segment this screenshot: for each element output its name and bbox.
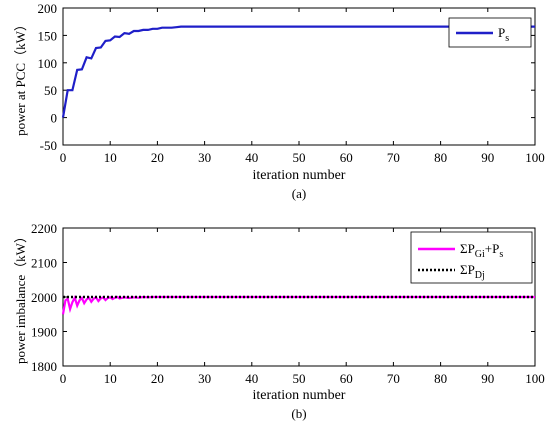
y-tick-label: -50 bbox=[40, 138, 57, 153]
y-tick-labels-b: 1800 1900 2000 2100 2200 bbox=[31, 221, 57, 374]
panel-label-b: (b) bbox=[291, 406, 306, 421]
x-tick-label: 80 bbox=[434, 150, 447, 165]
x-tick-label: 30 bbox=[198, 150, 211, 165]
x-tick-label: 70 bbox=[387, 371, 400, 386]
x-tick-label: 0 bbox=[60, 150, 67, 165]
legend-label-ps: Ps bbox=[498, 25, 509, 44]
y-tick-label: 0 bbox=[51, 111, 58, 126]
y-tick-label: 50 bbox=[44, 83, 57, 98]
series-layer-a bbox=[61, 25, 535, 118]
x-axis-label-b: iteration number bbox=[253, 388, 346, 403]
y-axis-label-a: power at PCC（kW） bbox=[13, 18, 28, 136]
x-tick-label: 60 bbox=[340, 150, 353, 165]
y-tick-label: 150 bbox=[38, 28, 58, 43]
x-tick-label: 0 bbox=[60, 371, 67, 386]
legend-box-b bbox=[410, 231, 533, 284]
y-tick-label: 2000 bbox=[31, 290, 57, 305]
x-tick-labels-b: 0 10 20 30 40 50 60 70 80 90 100 bbox=[60, 371, 545, 386]
x-tick-label: 70 bbox=[387, 150, 400, 165]
x-tick-label: 20 bbox=[151, 150, 164, 165]
y-tick-labels-a: -50 0 50 100 150 200 bbox=[38, 1, 58, 153]
panel-label-a: (a) bbox=[292, 186, 306, 201]
x-tick-label: 30 bbox=[198, 371, 211, 386]
x-tick-labels-a: 0 10 20 30 40 50 60 70 80 90 100 bbox=[60, 150, 545, 165]
chart-panel-b: 0 10 20 30 40 50 60 70 80 90 100 1800 1900 2000 2100 2… bbox=[13, 221, 545, 421]
x-tick-label: 20 bbox=[151, 371, 164, 386]
x-axis-label-a: iteration number bbox=[253, 168, 346, 183]
y-axis-label-b: power imbalance（kW） bbox=[13, 230, 28, 364]
x-tick-label: 10 bbox=[104, 150, 117, 165]
legend-label-sum-pdj: ΣPDj bbox=[460, 262, 485, 281]
legend-label-sum-pgi-ps: ΣPGi+Ps bbox=[460, 241, 503, 260]
y-tick-label: 200 bbox=[38, 1, 58, 16]
x-tick-label: 80 bbox=[434, 371, 447, 386]
y-tick-label: 1900 bbox=[31, 325, 57, 340]
x-tick-label: 50 bbox=[293, 150, 306, 165]
x-tick-label: 60 bbox=[340, 371, 353, 386]
legend-a: Ps bbox=[448, 17, 532, 48]
axis-ticks-a bbox=[62, 7, 536, 146]
y-tick-label: 100 bbox=[38, 56, 58, 71]
series-line-ps bbox=[61, 25, 535, 118]
x-tick-label: 40 bbox=[245, 371, 258, 386]
x-tick-label: 10 bbox=[104, 371, 117, 386]
x-tick-label: 100 bbox=[525, 150, 545, 165]
x-tick-label: 90 bbox=[481, 150, 494, 165]
y-tick-label: 2200 bbox=[31, 221, 57, 236]
y-tick-label: 2100 bbox=[31, 256, 57, 271]
x-tick-label: 90 bbox=[481, 371, 494, 386]
x-tick-label: 100 bbox=[525, 371, 545, 386]
x-tick-label: 50 bbox=[293, 371, 306, 386]
series-layer-b bbox=[61, 294, 535, 315]
x-tick-label: 40 bbox=[245, 150, 258, 165]
y-tick-label: 1800 bbox=[31, 359, 57, 374]
legend-b: ΣPGi+Ps ΣPDj bbox=[410, 231, 533, 284]
